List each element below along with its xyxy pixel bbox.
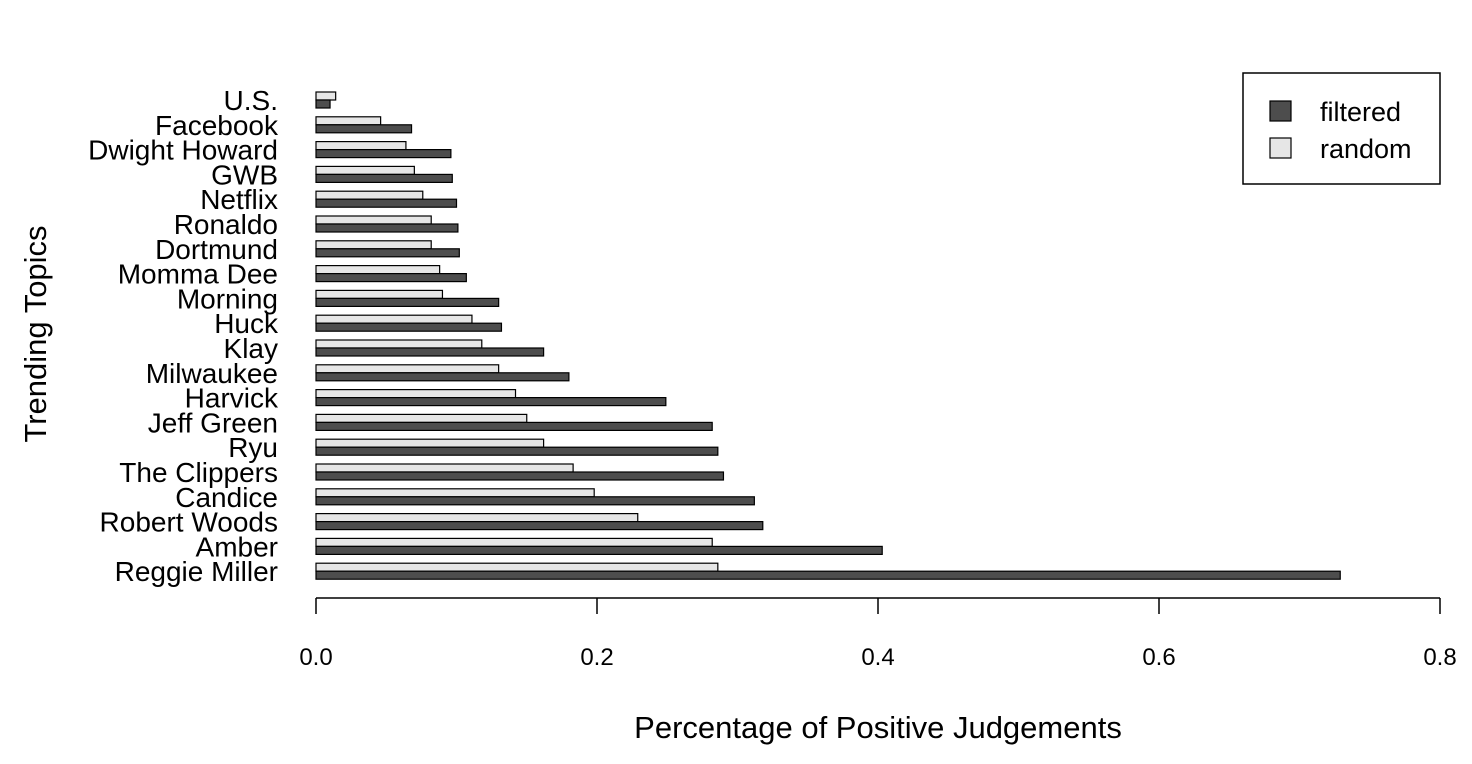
bar-random-facebook — [315, 116, 382, 126]
category-label-morning: Morning — [177, 283, 278, 314]
bar-filtered-the-clippers — [315, 471, 725, 481]
legend-label-random: random — [1320, 134, 1412, 164]
x-tick-label-3: 0.6 — [1142, 644, 1175, 671]
bar-filtered-dwight-howard — [315, 149, 452, 159]
category-label-harvick: Harvick — [185, 383, 279, 414]
category-label-candice: Candice — [175, 482, 278, 513]
x-tick-label-2: 0.4 — [861, 644, 894, 671]
legend-label-filtered: filtered — [1320, 97, 1401, 127]
bar-random-momma-dee — [315, 265, 441, 275]
category-label-klay: Klay — [224, 333, 278, 364]
legend-swatch-filtered — [1269, 100, 1292, 122]
bar-random-dwight-howard — [315, 141, 407, 151]
bar-filtered-reggie-miller — [315, 570, 1341, 580]
bar-random-huck — [315, 314, 473, 324]
bar-random-ronaldo — [315, 215, 432, 225]
bar-filtered-klay — [315, 347, 545, 357]
bar-filtered-candice — [315, 496, 755, 506]
bar-filtered-facebook — [315, 124, 413, 134]
bar-random-amber — [315, 537, 713, 548]
legend-box — [1242, 72, 1441, 185]
bar-random-u-s — [315, 91, 337, 101]
bar-random-reggie-miller — [315, 562, 719, 572]
bars-group — [315, 91, 1341, 580]
bar-random-gwb — [315, 165, 415, 175]
bar-filtered-u-s — [315, 99, 331, 109]
bar-random-morning — [315, 289, 444, 299]
bar-random-the-clippers — [315, 463, 574, 473]
bar-filtered-harvick — [315, 397, 667, 407]
bar-filtered-dortmund — [315, 248, 460, 258]
category-label-milwaukee: Milwaukee — [146, 358, 278, 389]
bar-random-candice — [315, 488, 595, 498]
bar-filtered-netflix — [315, 198, 458, 208]
x-axis-title: Percentage of Positive Judgements — [634, 710, 1122, 745]
category-label-momma-dee: Momma Dee — [118, 259, 278, 290]
bar-random-klay — [315, 339, 483, 349]
bar-filtered-robert-woods — [315, 520, 764, 531]
x-tick-label-4: 0.8 — [1423, 644, 1456, 671]
bar-filtered-huck — [315, 322, 503, 332]
bar-filtered-ryu — [315, 446, 719, 456]
bar-random-jeff-green — [315, 413, 528, 423]
category-label-amber: Amber — [196, 531, 278, 562]
bar-filtered-momma-dee — [315, 273, 467, 283]
category-label-dwight-howard: Dwight Howard — [88, 135, 278, 166]
category-label-gwb: GWB — [211, 159, 278, 190]
category-label-ryu: Ryu — [228, 432, 278, 463]
y-axis-title: Trending Topics — [18, 225, 53, 442]
category-label-the-clippers: The Clippers — [119, 457, 278, 488]
category-label-huck: Huck — [214, 308, 279, 339]
category-label-robert-woods: Robert Woods — [100, 507, 278, 538]
bar-random-netflix — [315, 190, 424, 200]
legend-swatch-random — [1269, 137, 1292, 159]
category-label-dortmund: Dortmund — [155, 234, 278, 265]
x-axis: 0.0 0.2 0.4 0.6 0.8 — [299, 597, 1457, 671]
x-tick-label-0: 0.0 — [299, 644, 332, 671]
category-label-reggie-miller: Reggie Miller — [115, 556, 278, 587]
category-label-netflix: Netflix — [200, 184, 278, 215]
legend: filtered random — [1242, 72, 1441, 185]
bar-random-harvick — [315, 389, 517, 399]
bar-random-dortmund — [315, 240, 432, 250]
category-label-u-s: U.S. — [224, 85, 278, 116]
bar-filtered-morning — [315, 297, 500, 307]
bar-filtered-amber — [315, 545, 883, 556]
bar-filtered-jeff-green — [315, 421, 713, 431]
x-tick-label-1: 0.2 — [580, 644, 613, 671]
bar-random-robert-woods — [315, 512, 639, 523]
bar-filtered-ronaldo — [315, 223, 459, 233]
bar-random-milwaukee — [315, 364, 500, 374]
bar-filtered-gwb — [315, 173, 453, 183]
bar-random-ryu — [315, 438, 545, 448]
category-label-ronaldo: Ronaldo — [174, 209, 278, 240]
category-label-facebook: Facebook — [155, 110, 279, 141]
category-label-jeff-green: Jeff Green — [148, 407, 278, 438]
bar-filtered-milwaukee — [315, 372, 570, 382]
